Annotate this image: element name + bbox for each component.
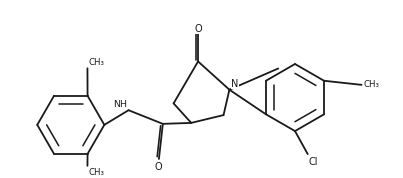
Text: NH: NH (113, 100, 127, 109)
Text: CH₃: CH₃ (364, 80, 380, 89)
Text: O: O (154, 162, 162, 172)
Text: CH₃: CH₃ (88, 168, 104, 177)
Text: CH₃: CH₃ (88, 58, 104, 67)
Text: Cl: Cl (309, 157, 318, 167)
Text: O: O (194, 24, 202, 34)
Text: N: N (231, 78, 239, 88)
